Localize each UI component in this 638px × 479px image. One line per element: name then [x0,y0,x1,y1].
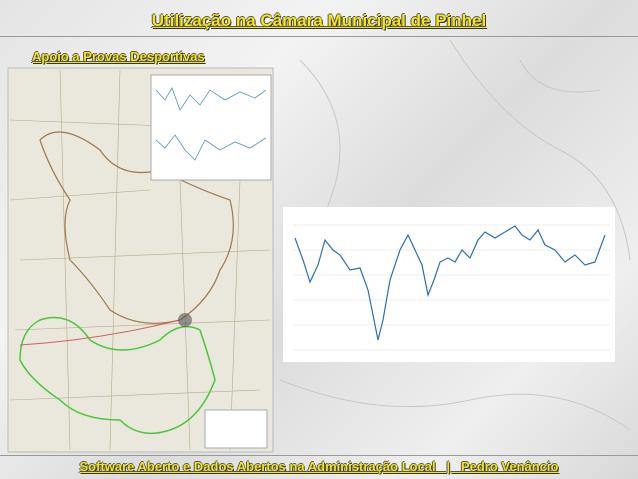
slide-subtitle: Apoio a Provas Desportivas [32,49,205,64]
slide-footer: Software Aberto e Dados Abertos na Admin… [79,459,559,474]
elevation-profile-image [283,207,615,362]
map-image [7,67,274,453]
footer-rule [0,455,638,456]
title-rule [0,36,638,37]
slide-title: Utilização na Câmara Municipal de Pinhel [151,11,487,30]
